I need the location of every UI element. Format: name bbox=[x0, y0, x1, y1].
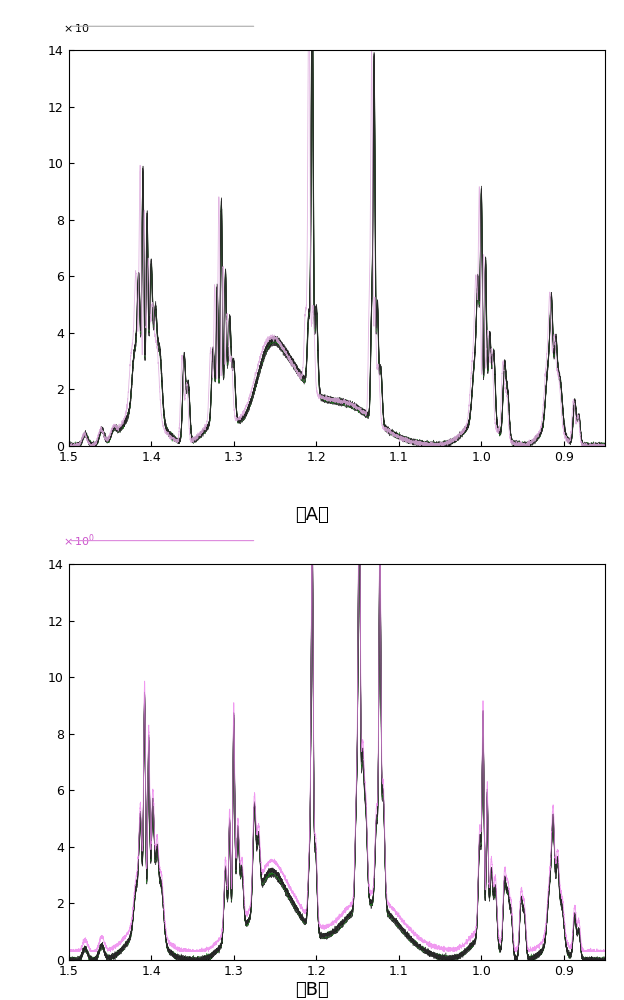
Text: $\times\,10^0$: $\times\,10^0$ bbox=[63, 532, 95, 549]
Text: $\times\,10$: $\times\,10$ bbox=[63, 22, 90, 34]
Text: （B）: （B） bbox=[295, 981, 329, 999]
Text: （A）: （A） bbox=[295, 506, 329, 524]
